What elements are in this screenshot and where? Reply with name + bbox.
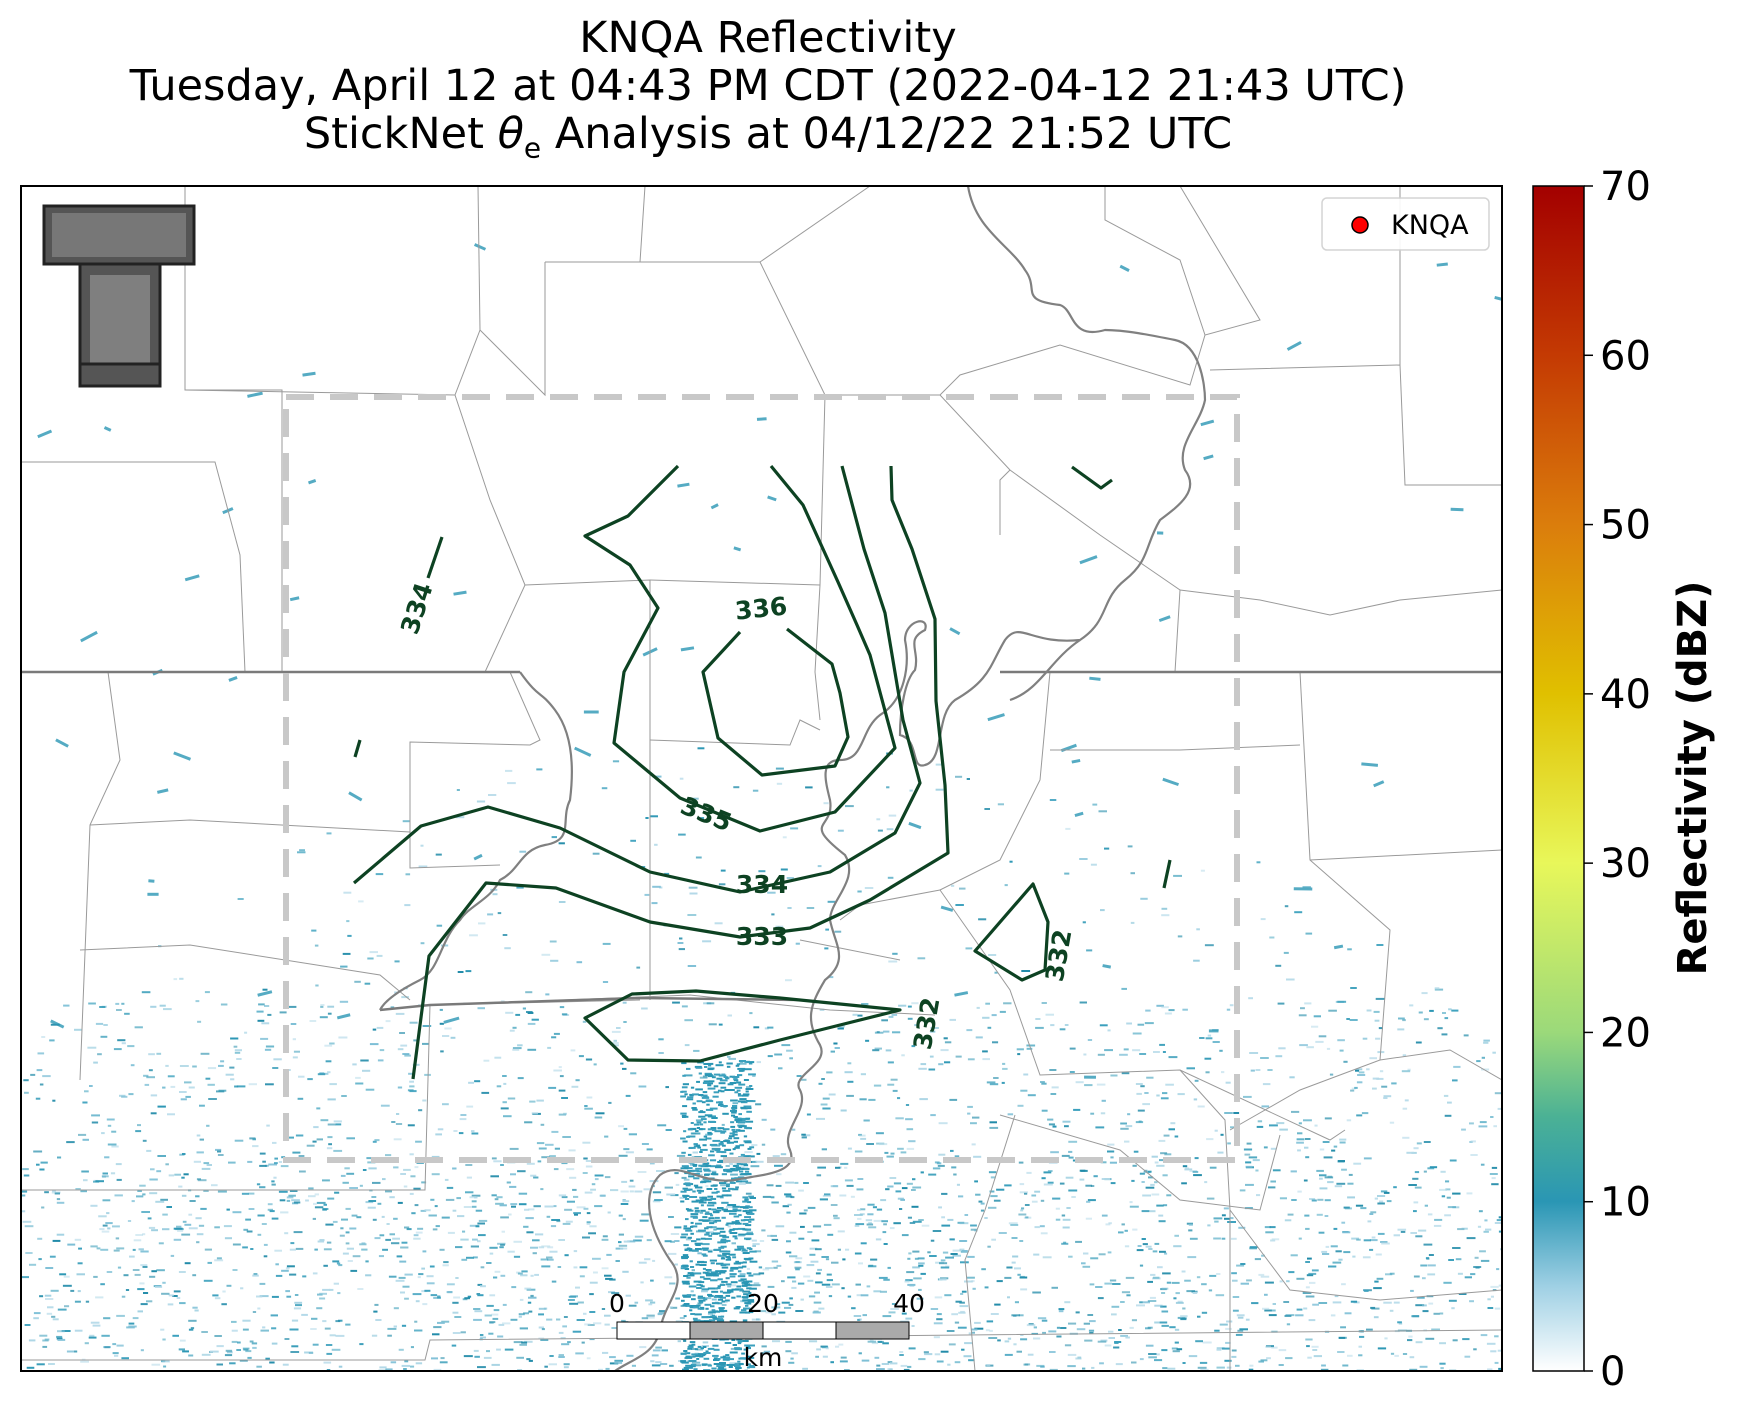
contour-334-north [426,536,444,579]
analysis-domain-box [283,394,1240,1163]
theta-e-contours [352,464,1172,1080]
knqa-marker-icon [1351,216,1369,234]
contour-332-east [973,882,1050,982]
colorbar-tick-label: 20 [1600,1010,1651,1056]
contour-332-west [583,989,902,1063]
colorbar-tick-label: 50 [1600,503,1651,549]
contour-332-tick [1162,859,1172,889]
contour-ne-fragment [1071,465,1113,490]
colorbar-tick-label: 0 [1600,1349,1625,1395]
colorbar-tick-label: 70 [1600,164,1651,210]
contour-label: 334 [736,870,788,899]
contour-336 [701,627,850,777]
contour-334-main [352,465,922,894]
contour-334-tick [353,739,362,758]
texas-tech-logo: T [42,204,196,388]
legend: KNQA [1321,197,1490,251]
colorbar: 0 10 20 30 40 50 60 70 Reflectivity (dBZ) [1532,164,1716,1395]
scale-tick-label: 40 [893,1289,925,1318]
map-background [21,186,1502,1371]
colorbar-tick-label: 30 [1600,841,1651,887]
legend-label: KNQA [1391,210,1469,241]
figure-title: KNQA Reflectivity Tuesday, April 12 at 0… [0,14,1536,173]
title-line-1: KNQA Reflectivity [579,13,957,63]
state-borders [21,670,1502,1012]
colorbar-title: Reflectivity (dBZ) [1670,581,1716,976]
colorbar-tick-label: 40 [1600,672,1651,718]
river-west-branch [379,671,573,1011]
contour-335 [583,464,897,833]
colorbar-gradient [1532,185,1585,1372]
scale-unit-label: km [744,1343,783,1372]
contour-label: 333 [736,922,788,951]
scale-bar: 0 20 40 km [609,1289,925,1372]
map-panel: 336 335 334 334 333 332 332 T KNQA [20,185,1503,1372]
scale-tick-label: 0 [609,1289,625,1318]
title-line-2: Tuesday, April 12 at 04:43 PM CDT (2022-… [129,61,1407,111]
river-north-branch [1009,639,1081,702]
map-frame [20,185,1503,1372]
colorbar-ticks: 0 10 20 30 40 50 60 70 [1584,164,1651,1395]
colorbar-tick-label: 10 [1600,1180,1651,1226]
contour-label: 336 [734,591,789,625]
river [614,186,1207,1371]
contour-333 [411,465,950,1080]
title-line-3: StickNet θe Analysis at 04/12/22 21:52 U… [303,109,1233,165]
colorbar-tick-label: 60 [1600,333,1651,379]
scale-tick-label: 20 [747,1289,779,1318]
